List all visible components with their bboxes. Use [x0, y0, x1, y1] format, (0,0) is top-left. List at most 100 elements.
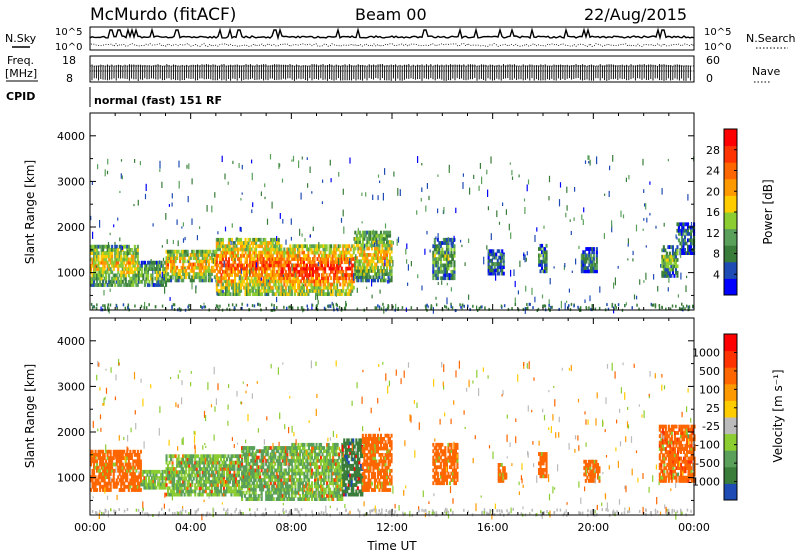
power-cell: [246, 292, 249, 296]
power-cell: [327, 276, 330, 281]
velocity-cell: [90, 488, 93, 492]
power-cell: [168, 253, 171, 257]
velocity-cell: [182, 454, 185, 459]
velocity-cell: [224, 467, 227, 471]
velocity-cell: [209, 479, 212, 484]
power-cell: [313, 269, 316, 274]
velocity-cell: [281, 484, 284, 489]
power-cell: [298, 269, 301, 274]
power-scatter-cell: [191, 282, 193, 290]
power-scatter-cell: [311, 191, 313, 194]
power-fringe-cell: [500, 304, 503, 308]
power-cell: [256, 263, 259, 268]
power-cell: [267, 263, 270, 268]
power-cell: [316, 276, 319, 281]
velocity-cell: [245, 446, 248, 450]
power-fringe-cell: [525, 307, 528, 311]
power-cell: [120, 270, 123, 275]
velocity-cell: [248, 474, 251, 479]
power-cell: [124, 267, 127, 271]
power-cell: [348, 282, 351, 287]
power-cell: [293, 250, 296, 255]
velocity-cell: [283, 471, 286, 476]
power-cell: [445, 260, 448, 265]
power-cell: [271, 276, 274, 281]
power-cell: [100, 283, 103, 287]
velocity-cell: [253, 487, 256, 492]
power-cell: [267, 247, 270, 252]
power-cell: [324, 285, 327, 290]
velocity-cell: [167, 470, 170, 475]
power-cell: [583, 259, 586, 264]
power-cell: [664, 267, 667, 272]
power-cell: [204, 275, 207, 280]
power-cell: [170, 265, 173, 270]
power-cell: [264, 247, 267, 252]
power-cell: [270, 279, 273, 284]
power-cell: [118, 254, 121, 259]
velocity-cell: [90, 459, 93, 464]
power-cell: [234, 260, 237, 265]
power-cell: [250, 289, 253, 293]
power-cell: [490, 268, 493, 273]
power-cell: [384, 278, 387, 283]
power-cell: [373, 265, 376, 270]
power-cell: [322, 276, 325, 281]
power-cell: [349, 279, 352, 284]
velocity-cell: [248, 449, 251, 454]
velocity-cell: [203, 467, 206, 471]
power-cell: [203, 249, 206, 254]
power-cell: [223, 292, 226, 296]
power-cell: [200, 262, 203, 267]
power-cell: [299, 257, 302, 261]
power-cell: [220, 276, 223, 281]
power-cell: [369, 230, 372, 235]
power-fringe-cell: [378, 307, 381, 311]
power-cell: [224, 279, 227, 284]
power-scatter-cell: [279, 163, 281, 168]
power-cell: [318, 282, 321, 287]
power-cell: [387, 249, 390, 254]
velocity-cell: [94, 488, 97, 492]
power-cell: [114, 273, 117, 278]
power-cell: [271, 237, 274, 242]
power-cell: [373, 246, 376, 251]
power-cell: [453, 273, 456, 277]
velocity-cell: [251, 455, 254, 460]
power-scatter-cell: [483, 256, 485, 265]
power-scatter-cell: [231, 223, 233, 228]
velocity-cell: [129, 449, 132, 454]
velocity-cell: [281, 481, 284, 486]
power-cell: [163, 260, 166, 265]
power-cell: [319, 250, 322, 255]
power-cell: [348, 250, 351, 255]
velocity-cell: [149, 485, 152, 490]
power-cell: [139, 273, 142, 278]
power-scatter-cell: [437, 233, 439, 241]
velocity-cell: [185, 460, 188, 465]
power-cell: [339, 289, 342, 293]
power-cell: [595, 253, 598, 258]
power-scatter-cell: [644, 203, 646, 207]
velocity-cell: [212, 454, 215, 459]
velocity-cell: [271, 478, 274, 482]
velocity-cell: [266, 468, 269, 473]
velocity-cell: [143, 469, 146, 474]
power-cell: [325, 257, 328, 261]
power-cell: [249, 250, 252, 255]
power-scatter-cell: [524, 308, 526, 314]
power-scatter-cell: [417, 274, 419, 279]
velocity-cell: [115, 484, 118, 489]
power-cell: [679, 232, 682, 236]
power-cell: [280, 269, 283, 274]
power-cell: [243, 269, 246, 274]
power-cell: [676, 245, 679, 249]
velocity-cell: [231, 460, 234, 465]
power-cell: [268, 260, 271, 265]
velocity-cell: [248, 471, 251, 476]
velocity-cell: [235, 454, 238, 459]
power-cell: [159, 279, 162, 284]
power-scatter-cell: [410, 261, 412, 267]
power-cell: [209, 272, 212, 276]
power-cell: [588, 253, 591, 258]
